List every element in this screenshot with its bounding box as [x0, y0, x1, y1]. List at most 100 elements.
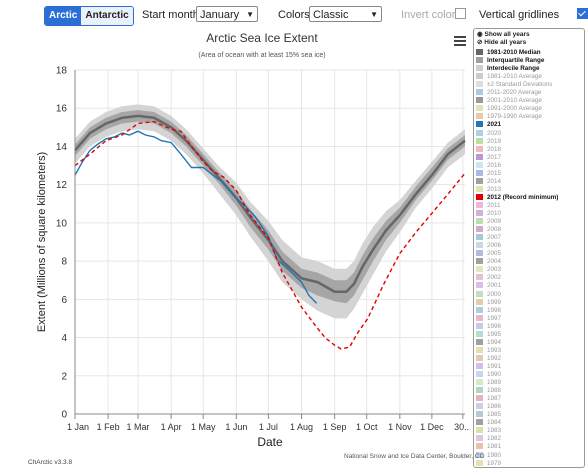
- hide-all-years-button[interactable]: ⊘ Hide all years: [477, 39, 526, 47]
- legend-item[interactable]: 1981: [476, 443, 580, 450]
- legend-swatch: [476, 73, 483, 80]
- legend-item[interactable]: 1989: [476, 379, 580, 386]
- legend-item[interactable]: 2001-2010 Average: [476, 97, 580, 104]
- legend-item[interactable]: 1990: [476, 371, 580, 378]
- legend-item[interactable]: 1993: [476, 346, 580, 354]
- legend-item[interactable]: 2004: [476, 258, 580, 265]
- legend-item[interactable]: 1995: [476, 330, 580, 338]
- legend-item[interactable]: 2017: [476, 153, 580, 161]
- vertical-gridlines-checkbox[interactable]: [577, 8, 588, 19]
- legend-label: 1986: [487, 403, 502, 411]
- legend-swatch: [476, 451, 483, 458]
- legend-swatch: [476, 419, 483, 426]
- legend-label: 1988: [487, 387, 502, 395]
- legend-swatch: [476, 314, 483, 321]
- vertical-gridlines-label: Vertical gridlines: [479, 9, 560, 21]
- legend-item[interactable]: 2007: [476, 234, 580, 241]
- legend-item[interactable]: 1987: [476, 395, 580, 402]
- legend-item[interactable]: 1991: [476, 362, 580, 370]
- show-all-years-button[interactable]: ◉ Show all years: [477, 31, 530, 39]
- legend-label: 1992: [487, 354, 502, 362]
- legend-item[interactable]: 2020: [476, 129, 580, 137]
- y-tick-label: 0: [61, 410, 67, 421]
- legend-item[interactable]: 2001: [476, 282, 580, 289]
- legend-item[interactable]: 1986: [476, 403, 580, 410]
- legend-label: 2011: [487, 201, 501, 209]
- legend-item[interactable]: 2014: [476, 177, 580, 185]
- legend-item[interactable]: 2011: [476, 201, 580, 209]
- legend-item[interactable]: 2021: [476, 121, 580, 128]
- legend-swatch: [476, 89, 483, 96]
- legend-item[interactable]: 1998: [476, 306, 580, 314]
- legend-item[interactable]: 2005: [476, 250, 580, 257]
- legend-item[interactable]: 1981-2010 Median: [476, 49, 580, 56]
- chart-menu-button[interactable]: [454, 36, 466, 48]
- legend-label: 2007: [487, 234, 502, 242]
- legend-item[interactable]: 2009: [476, 218, 580, 225]
- legend-swatch: [476, 443, 483, 450]
- legend-label: 1979: [487, 459, 502, 467]
- toolbar: Arctic Antarctic Start month: January ▼ …: [0, 0, 588, 28]
- legend-item[interactable]: 2000: [476, 290, 580, 298]
- legend-swatch: [476, 97, 483, 104]
- legend-label: 1982: [487, 435, 502, 443]
- legend-swatch: [476, 306, 483, 313]
- legend-label: 1998: [487, 306, 502, 314]
- legend-item[interactable]: 1984: [476, 419, 580, 426]
- legend-label: 1985: [487, 411, 502, 419]
- legend-item[interactable]: 2015: [476, 169, 580, 177]
- legend-item[interactable]: 1980: [476, 451, 580, 459]
- legend-swatch: [476, 427, 483, 434]
- y-tick-label: 8: [61, 257, 67, 268]
- legend-item[interactable]: ±2 Standard Deviations: [476, 81, 580, 88]
- legend-item[interactable]: 1992: [476, 354, 580, 362]
- antarctic-button[interactable]: Antarctic: [81, 7, 133, 25]
- legend-item[interactable]: 1985: [476, 411, 580, 418]
- legend-item[interactable]: 2011-2020 Average: [476, 89, 580, 96]
- x-tick-label: 1 Sep: [323, 422, 347, 432]
- colors-select[interactable]: Classic ▼: [309, 6, 382, 22]
- chevron-down-icon: ▼: [246, 10, 254, 19]
- legend-label: 2012 (Record minimum): [487, 193, 559, 201]
- legend-label: Interdecile Range: [487, 65, 540, 73]
- legend-item[interactable]: Interquartile Range: [476, 57, 580, 64]
- legend-item[interactable]: 2018: [476, 145, 580, 153]
- arctic-button[interactable]: Arctic: [45, 7, 82, 25]
- legend-item[interactable]: 1983: [476, 427, 580, 434]
- legend-item[interactable]: 1988: [476, 387, 580, 394]
- show-all-label: Show all years: [484, 31, 530, 38]
- legend-item[interactable]: 2008: [476, 226, 580, 233]
- legend-item[interactable]: 1996: [476, 322, 580, 330]
- legend-item[interactable]: Interdecile Range: [476, 65, 580, 72]
- invert-colors-checkbox[interactable]: [455, 8, 466, 19]
- legend-swatch: [476, 322, 483, 329]
- legend-item[interactable]: 2002: [476, 274, 580, 281]
- legend-item[interactable]: 2012 (Record minimum): [476, 193, 580, 201]
- chevron-down-icon: ▼: [370, 10, 378, 19]
- eye-icon: ◉: [477, 31, 483, 38]
- legend-item[interactable]: 1982: [476, 435, 580, 442]
- legend-label: 1990: [487, 371, 502, 378]
- x-tick-label: 1 Feb: [97, 422, 120, 432]
- legend-item[interactable]: 2013: [476, 185, 580, 193]
- legend-label: 1981: [487, 443, 502, 451]
- legend-swatch: [476, 153, 483, 160]
- legend-swatch: [476, 274, 483, 281]
- legend-item[interactable]: 1997: [476, 314, 580, 322]
- legend-item[interactable]: 1979-1990 Average: [476, 113, 580, 120]
- legend-item[interactable]: 1991-2000 Average: [476, 105, 580, 112]
- legend-item[interactable]: 1999: [476, 298, 580, 306]
- y-tick-label: 18: [56, 66, 68, 77]
- legend-item[interactable]: 2010: [476, 210, 580, 217]
- y-tick-label: 10: [56, 218, 68, 229]
- legend-item[interactable]: 2003: [476, 266, 580, 273]
- legend-item[interactable]: 1981-2010 Average: [476, 73, 580, 80]
- legend-item[interactable]: 2006: [476, 242, 580, 249]
- legend-item[interactable]: 1979: [476, 459, 580, 467]
- legend-item[interactable]: 1994: [476, 338, 580, 346]
- start-month-select[interactable]: January ▼: [196, 6, 258, 22]
- legend-item[interactable]: 2019: [476, 137, 580, 145]
- x-tick-label: 1 Jul: [259, 422, 278, 432]
- legend-item[interactable]: 2016: [476, 161, 580, 169]
- legend-swatch: [476, 121, 483, 128]
